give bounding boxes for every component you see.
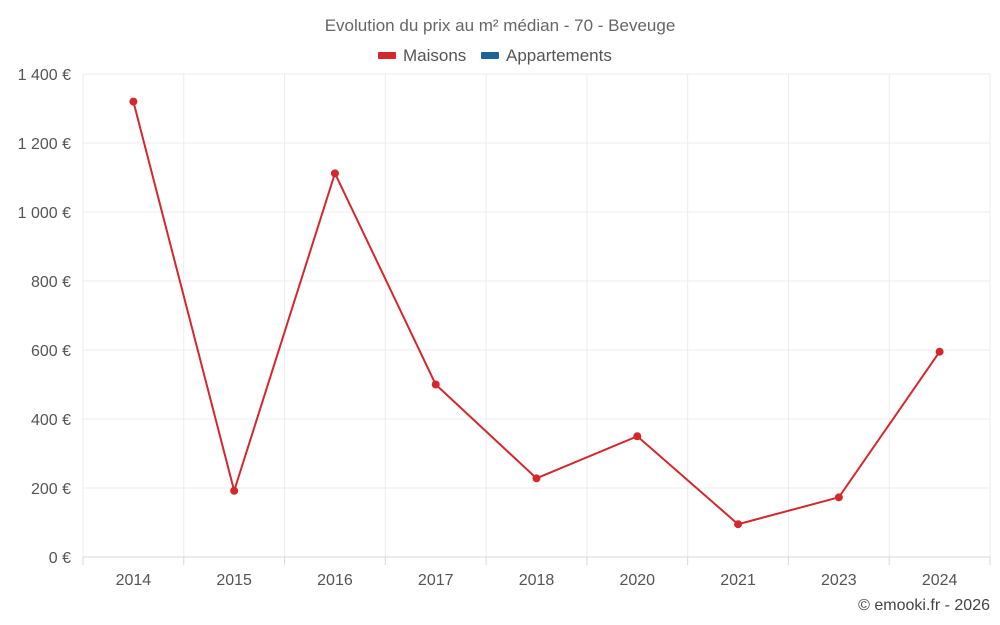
y-tick-label: 1 200 € bbox=[18, 136, 71, 153]
legend-label-maisons[interactable]: Maisons bbox=[403, 46, 466, 65]
series-maisons bbox=[129, 97, 944, 529]
legend-label-appartements[interactable]: Appartements bbox=[506, 46, 612, 65]
legend-swatch-maisons[interactable] bbox=[378, 52, 396, 59]
y-tick-label: 400 € bbox=[31, 412, 71, 429]
y-tick-label: 800 € bbox=[31, 274, 71, 291]
data-point-2017[interactable] bbox=[431, 380, 440, 389]
x-tick-label: 2023 bbox=[821, 572, 857, 589]
credit-text[interactable]: © emooki.fr - 2026 bbox=[858, 597, 990, 614]
y-tick-label: 1 400 € bbox=[18, 67, 71, 84]
x-tick-label: 2020 bbox=[619, 572, 655, 589]
data-point-2014[interactable] bbox=[129, 97, 138, 106]
legend-swatch-appartements[interactable] bbox=[481, 52, 499, 59]
gridlines bbox=[82, 73, 991, 557]
chart-title: Evolution du prix au m² médian - 70 - Be… bbox=[325, 16, 676, 35]
x-tick-label: 2024 bbox=[922, 572, 958, 589]
x-tick-label: 2015 bbox=[216, 572, 252, 589]
data-point-2023[interactable] bbox=[834, 493, 843, 502]
data-point-2016[interactable] bbox=[330, 169, 339, 178]
y-tick-label: 600 € bbox=[31, 343, 71, 360]
x-tick-label: 2021 bbox=[720, 572, 756, 589]
x-tick-label: 2018 bbox=[519, 572, 555, 589]
y-tick-label: 1 000 € bbox=[18, 205, 71, 222]
series-line-maisons bbox=[132, 101, 941, 526]
data-point-2021[interactable] bbox=[734, 520, 743, 529]
x-tick-label: 2017 bbox=[418, 572, 454, 589]
x-tick-label: 2014 bbox=[116, 572, 152, 589]
y-tick-label: 0 € bbox=[49, 550, 71, 567]
data-point-2015[interactable] bbox=[230, 486, 239, 495]
legend: Maisons Appartements bbox=[378, 46, 612, 65]
axes: 0 € 200 € 400 € 600 € 800 € 1 000 € 1 200 € 1 4… bbox=[18, 67, 991, 589]
x-tick-label: 2016 bbox=[317, 572, 353, 589]
data-point-2024[interactable] bbox=[935, 347, 944, 356]
data-point-2020[interactable] bbox=[633, 432, 642, 441]
y-tick-label: 200 € bbox=[31, 481, 71, 498]
data-point-2018[interactable] bbox=[532, 474, 541, 483]
